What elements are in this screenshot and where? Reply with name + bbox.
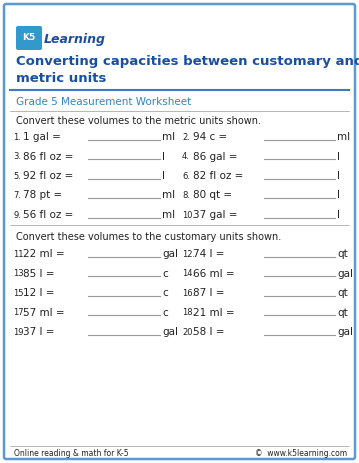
Text: 11.: 11. [13, 250, 26, 258]
Text: 56 fl oz =: 56 fl oz = [23, 210, 73, 220]
Text: 9.: 9. [13, 211, 21, 219]
FancyBboxPatch shape [4, 4, 355, 459]
Text: c: c [162, 269, 168, 279]
Text: 58 l =: 58 l = [193, 327, 224, 337]
Text: ml: ml [162, 210, 175, 220]
Text: 1 gal =: 1 gal = [23, 132, 61, 142]
Text: gal: gal [162, 327, 178, 337]
Text: 18.: 18. [182, 308, 195, 317]
Text: c: c [162, 288, 168, 298]
Text: Online reading & math for K-5: Online reading & math for K-5 [14, 449, 129, 457]
Text: 12.: 12. [182, 250, 195, 258]
Text: gal: gal [337, 327, 353, 337]
Text: Convert these volumes to the metric units shown.: Convert these volumes to the metric unit… [16, 116, 261, 126]
Text: 6.: 6. [182, 171, 190, 181]
Text: l: l [337, 210, 340, 220]
Text: ml: ml [162, 132, 175, 142]
Text: 17.: 17. [13, 308, 26, 317]
Text: 66 ml =: 66 ml = [193, 269, 235, 279]
Text: 10.: 10. [182, 211, 195, 219]
Text: 80 qt =: 80 qt = [193, 190, 232, 200]
Text: l: l [162, 171, 165, 181]
Text: K5: K5 [22, 33, 36, 43]
Text: 15.: 15. [13, 288, 26, 298]
Text: 1.: 1. [13, 132, 21, 142]
Text: l: l [337, 151, 340, 162]
Text: 74 l =: 74 l = [193, 249, 224, 259]
Text: qt: qt [337, 249, 348, 259]
Text: 37 l =: 37 l = [23, 327, 55, 337]
Text: 19.: 19. [13, 327, 26, 337]
Text: 13.: 13. [13, 269, 26, 278]
Text: l: l [337, 190, 340, 200]
Text: 86 fl oz =: 86 fl oz = [23, 151, 73, 162]
Text: 12 l =: 12 l = [23, 288, 55, 298]
Text: ©  www.k5learning.com: © www.k5learning.com [255, 449, 347, 457]
Text: 8.: 8. [182, 191, 190, 200]
Text: 94 c =: 94 c = [193, 132, 227, 142]
Text: l: l [162, 151, 165, 162]
Text: 4.: 4. [182, 152, 190, 161]
Text: 22 ml =: 22 ml = [23, 249, 65, 259]
Text: 21 ml =: 21 ml = [193, 307, 235, 318]
Text: l: l [337, 171, 340, 181]
Text: 14.: 14. [182, 269, 195, 278]
Text: ml: ml [162, 190, 175, 200]
Text: 7.: 7. [13, 191, 21, 200]
Text: qt: qt [337, 307, 348, 318]
Text: gal: gal [162, 249, 178, 259]
Text: 3.: 3. [13, 152, 21, 161]
Text: 82 fl oz =: 82 fl oz = [193, 171, 243, 181]
Text: gal: gal [337, 269, 353, 279]
Text: Converting capacities between customary and: Converting capacities between customary … [16, 56, 359, 69]
Text: 87 l =: 87 l = [193, 288, 224, 298]
Text: 92 fl oz =: 92 fl oz = [23, 171, 73, 181]
Text: 20.: 20. [182, 327, 195, 337]
Text: c: c [162, 307, 168, 318]
FancyBboxPatch shape [16, 26, 42, 50]
Text: ml: ml [337, 132, 350, 142]
Text: Learning: Learning [44, 32, 106, 45]
Text: 2.: 2. [182, 132, 190, 142]
Text: qt: qt [337, 288, 348, 298]
Text: 57 ml =: 57 ml = [23, 307, 65, 318]
Text: 5.: 5. [13, 171, 21, 181]
Text: 37 gal =: 37 gal = [193, 210, 238, 220]
Text: metric units: metric units [16, 73, 106, 86]
Text: 78 pt =: 78 pt = [23, 190, 62, 200]
Text: 85 l =: 85 l = [23, 269, 55, 279]
Text: Convert these volumes to the customary units shown.: Convert these volumes to the customary u… [16, 232, 281, 242]
Text: Grade 5 Measurement Worksheet: Grade 5 Measurement Worksheet [16, 97, 191, 107]
Text: 16.: 16. [182, 288, 195, 298]
Text: 86 gal =: 86 gal = [193, 151, 238, 162]
